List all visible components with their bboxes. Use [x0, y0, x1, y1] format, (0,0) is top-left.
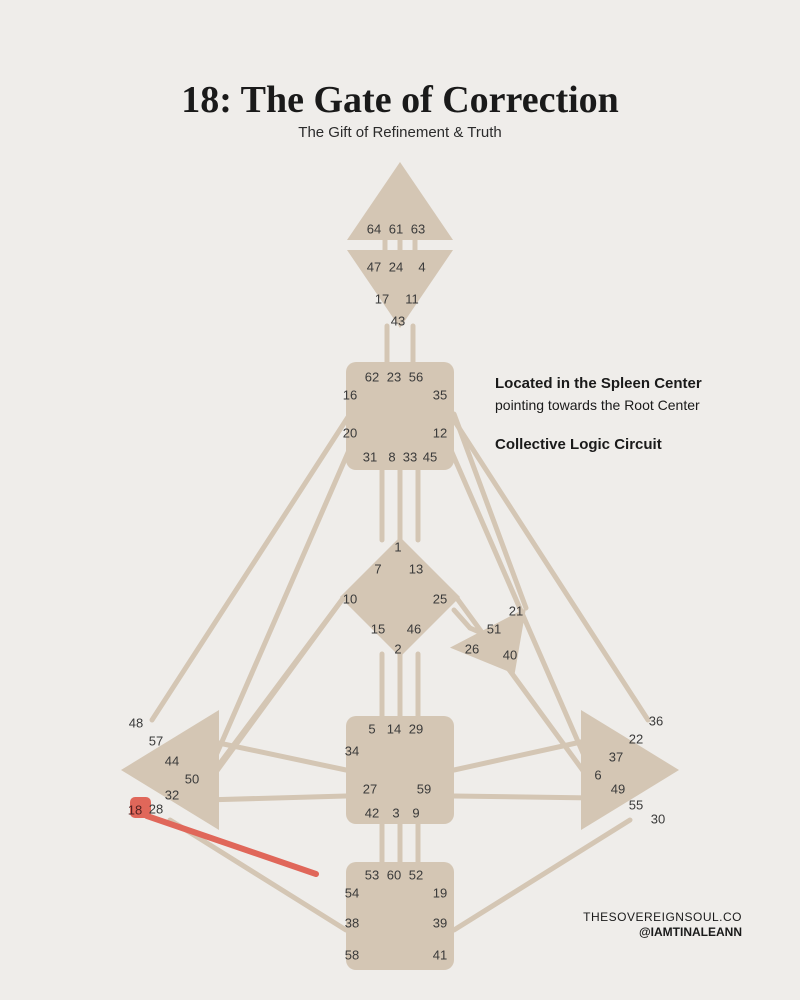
svg-text:37: 37 [609, 749, 623, 764]
svg-text:45: 45 [423, 449, 437, 464]
svg-text:13: 13 [409, 561, 423, 576]
svg-text:38: 38 [345, 915, 359, 930]
svg-text:63: 63 [411, 221, 425, 236]
svg-text:46: 46 [407, 621, 421, 636]
svg-text:52: 52 [409, 867, 423, 882]
svg-text:57: 57 [149, 733, 163, 748]
svg-text:10: 10 [343, 591, 357, 606]
svg-text:41: 41 [433, 947, 447, 962]
svg-text:16: 16 [343, 387, 357, 402]
svg-text:8: 8 [388, 449, 395, 464]
svg-text:21: 21 [509, 603, 523, 618]
svg-text:32: 32 [165, 787, 179, 802]
svg-text:33: 33 [403, 449, 417, 464]
svg-text:47: 47 [367, 259, 381, 274]
svg-text:60: 60 [387, 867, 401, 882]
svg-text:31: 31 [363, 449, 377, 464]
svg-text:34: 34 [345, 743, 359, 758]
svg-text:51: 51 [487, 621, 501, 636]
svg-text:36: 36 [649, 713, 663, 728]
svg-text:23: 23 [387, 369, 401, 384]
svg-text:11: 11 [405, 291, 419, 306]
svg-text:12: 12 [433, 425, 447, 440]
svg-text:27: 27 [363, 781, 377, 796]
svg-text:15: 15 [371, 621, 385, 636]
svg-text:25: 25 [433, 591, 447, 606]
svg-text:3: 3 [392, 805, 399, 820]
svg-text:28: 28 [149, 801, 163, 816]
svg-text:26: 26 [465, 641, 479, 656]
svg-text:4: 4 [418, 259, 425, 274]
svg-text:30: 30 [651, 811, 665, 826]
svg-text:18: 18 [128, 802, 142, 817]
bodygraph-diagram: 6461634724417114362235616352012318334517… [0, 0, 800, 1000]
svg-text:44: 44 [165, 753, 179, 768]
svg-text:2: 2 [394, 641, 401, 656]
credit-block: THESOVEREIGNSOUL.CO @IAMTINALEANN [583, 910, 742, 940]
svg-text:29: 29 [409, 721, 423, 736]
svg-text:40: 40 [503, 647, 517, 662]
svg-text:14: 14 [387, 721, 401, 736]
svg-text:19: 19 [433, 885, 447, 900]
svg-text:59: 59 [417, 781, 431, 796]
svg-text:7: 7 [374, 561, 381, 576]
svg-text:48: 48 [129, 715, 143, 730]
svg-text:55: 55 [629, 797, 643, 812]
credit-url: THESOVEREIGNSOUL.CO [583, 910, 742, 925]
svg-text:39: 39 [433, 915, 447, 930]
svg-text:62: 62 [365, 369, 379, 384]
svg-text:5: 5 [368, 721, 375, 736]
svg-text:53: 53 [365, 867, 379, 882]
svg-text:22: 22 [629, 731, 643, 746]
svg-text:35: 35 [433, 387, 447, 402]
svg-text:54: 54 [345, 885, 359, 900]
credit-handle: @IAMTINALEANN [583, 925, 742, 940]
svg-text:17: 17 [375, 291, 389, 306]
svg-text:9: 9 [412, 805, 419, 820]
svg-text:58: 58 [345, 947, 359, 962]
svg-text:61: 61 [389, 221, 403, 236]
svg-text:56: 56 [409, 369, 423, 384]
svg-text:42: 42 [365, 805, 379, 820]
svg-text:50: 50 [185, 771, 199, 786]
svg-text:49: 49 [611, 781, 625, 796]
svg-text:20: 20 [343, 425, 357, 440]
svg-text:24: 24 [389, 259, 403, 274]
svg-text:6: 6 [594, 767, 601, 782]
svg-text:64: 64 [367, 221, 381, 236]
svg-text:43: 43 [391, 313, 405, 328]
svg-text:1: 1 [394, 539, 401, 554]
